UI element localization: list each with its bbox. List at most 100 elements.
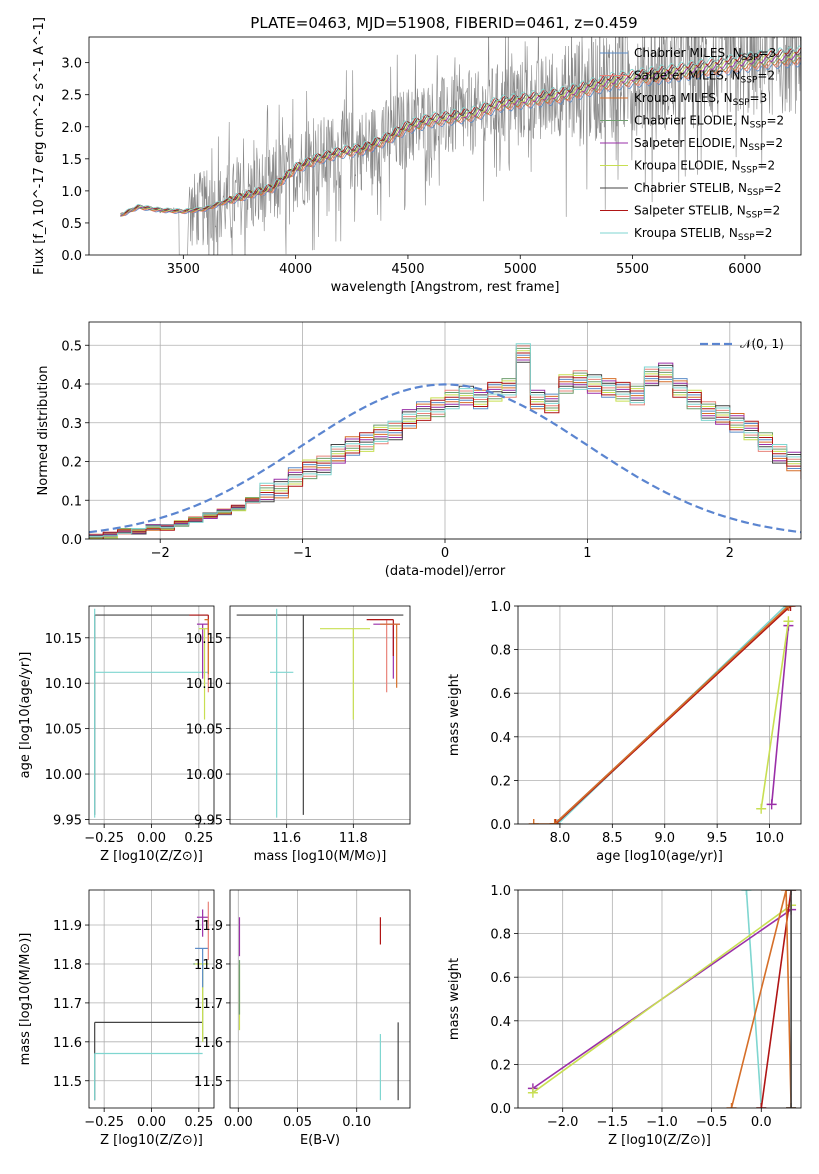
x-tick-label: 9.5 bbox=[707, 831, 728, 846]
series-marker-3 bbox=[549, 819, 560, 824]
figure-title: PLATE=0463, MJD=51908, FIBERID=0461, z=0… bbox=[250, 14, 637, 32]
y-tick-label: 0.3 bbox=[61, 417, 82, 432]
x-tick-label: 0.00 bbox=[137, 831, 166, 846]
y-tick-label: 11.5 bbox=[194, 1075, 223, 1090]
y-tick-label: 3.0 bbox=[61, 57, 82, 72]
series-line-3 bbox=[533, 606, 789, 824]
x-tick-label: 0.0 bbox=[751, 1115, 772, 1130]
x-tick-label: −1 bbox=[293, 546, 312, 561]
plot-area-weight_vs_age bbox=[528, 606, 796, 824]
legend-eq: =2 bbox=[765, 136, 783, 150]
y-axis-label: mass weight bbox=[447, 674, 462, 756]
x-tick-label: −0.25 bbox=[84, 831, 124, 846]
x-tick-label: −1.0 bbox=[646, 1115, 678, 1130]
x-tick-label: 0.05 bbox=[283, 1115, 312, 1130]
legend-label-5: Kroupa ELODIE, NSSP=2 bbox=[634, 159, 775, 176]
plot-area-weight_vs_Z bbox=[527, 890, 797, 1108]
series-marker-5 bbox=[786, 890, 797, 895]
x-tick-label: −2 bbox=[151, 546, 170, 561]
x-axis-label: Z [log10(Z/Z⊙)] bbox=[608, 1133, 711, 1148]
series-marker-2 bbox=[550, 819, 561, 824]
legend-eq: =2 bbox=[766, 114, 784, 128]
axes-frame bbox=[229, 889, 411, 1109]
histogram-step-6 bbox=[89, 361, 801, 537]
legend-label-0: Chabrier MILES, NSSP=3 bbox=[634, 46, 776, 63]
y-tick-label: 0.5 bbox=[61, 217, 82, 232]
legend-sub: SSP bbox=[733, 98, 750, 108]
spectrum-data-line bbox=[120, 37, 801, 255]
x-axis-label: Z [log10(Z/Z⊙)] bbox=[100, 849, 203, 864]
x-tick-label: 8.5 bbox=[602, 831, 623, 846]
plot-area-spectrum bbox=[120, 37, 801, 255]
y-tick-label: 11.6 bbox=[194, 1036, 223, 1051]
legend-eq: =3 bbox=[750, 91, 768, 105]
series-marker-0 bbox=[741, 890, 752, 895]
x-tick-label: 2 bbox=[726, 546, 734, 561]
panel-mass_vs_ebv: 0.00 0.05 0.10 11.5 11.6 11.7 11.8 11.9 E(B-V) bbox=[194, 889, 411, 1148]
x-tick-label: −1.5 bbox=[597, 1115, 629, 1130]
histogram-step-3 bbox=[89, 347, 801, 539]
x-tick-label: 0.25 bbox=[184, 1115, 213, 1130]
model-line-0 bbox=[120, 61, 801, 217]
y-tick-label: 11.9 bbox=[194, 919, 223, 934]
y-tick-label: 1.0 bbox=[61, 185, 82, 200]
y-axis-label: mass [log10(M/M⊙)] bbox=[18, 933, 33, 1066]
legend-eq: =3 bbox=[759, 46, 777, 60]
legend-label-6: Chabrier STELIB, NSSP=2 bbox=[634, 181, 782, 198]
x-axis-label: mass [log10(M/M⊙)] bbox=[254, 849, 387, 864]
y-tick-label: 0.2 bbox=[490, 1058, 511, 1073]
legend-sub: SSP bbox=[741, 166, 758, 176]
series-line-5 bbox=[760, 621, 790, 809]
axes-frame bbox=[229, 605, 411, 825]
y-tick-label: 11.8 bbox=[53, 958, 82, 973]
y-tick-label: 0.0 bbox=[490, 1102, 511, 1117]
model-line-7 bbox=[120, 47, 801, 214]
series-marker-4 bbox=[766, 799, 777, 810]
panel-mass_vs_Z: −0.25 0.00 0.25 11.5 11.6 11.7 11.8 11.9 Z [log1… bbox=[18, 889, 215, 1148]
legend-label-3: Chabrier ELODIE, NSSP=2 bbox=[634, 114, 784, 131]
plot-area-mass_vs_Z bbox=[94, 901, 209, 1101]
y-tick-label: 0.0 bbox=[61, 533, 82, 548]
series-line-0 bbox=[745, 890, 763, 1108]
x-axis-label: wavelength [Angstrom, rest frame] bbox=[331, 280, 560, 295]
y-tick-label: 11.8 bbox=[194, 958, 223, 973]
y-tick-label: 1.0 bbox=[490, 884, 511, 899]
series-marker-4 bbox=[781, 890, 792, 895]
axes-frame bbox=[517, 605, 802, 825]
series-marker-5 bbox=[786, 1103, 797, 1108]
series-marker-5 bbox=[783, 616, 794, 627]
y-tick-label: 10.00 bbox=[45, 768, 82, 783]
y-tick-label: 10.15 bbox=[186, 632, 223, 647]
x-tick-label: 0.00 bbox=[137, 1115, 166, 1130]
series-line-2 bbox=[532, 904, 792, 1094]
x-axis-label: Z [log10(Z/Z⊙)] bbox=[100, 1133, 203, 1148]
y-axis-label: mass weight bbox=[447, 958, 462, 1040]
x-tick-label: 5000 bbox=[504, 262, 537, 277]
y-tick-label: 10.05 bbox=[45, 723, 82, 738]
histogram-step-1 bbox=[89, 345, 801, 538]
panel-age_vs_Z: −0.25 0.00 0.25 9.95 10.00 10.05 10.10 10.15 Z [… bbox=[18, 605, 215, 864]
x-tick-label: 4000 bbox=[279, 262, 312, 277]
x-axis-label: (data-model)/error bbox=[385, 564, 506, 579]
series-marker-4 bbox=[726, 1103, 737, 1108]
panel-weight_vs_age: 8.0 8.5 9.0 9.5 10.0 0.0 0.2 0.4 0.6 0.8 1.0 age [l… bbox=[447, 600, 802, 864]
y-tick-label: 11.6 bbox=[53, 1036, 82, 1051]
histogram-step-0 bbox=[89, 354, 801, 539]
y-tick-label: 2.0 bbox=[61, 121, 82, 136]
x-tick-label: 0.10 bbox=[342, 1115, 371, 1130]
series-marker-3 bbox=[528, 819, 539, 824]
y-tick-label: 0.0 bbox=[61, 249, 82, 264]
legend-eq: =2 bbox=[757, 69, 775, 83]
y-tick-label: 10.05 bbox=[186, 723, 223, 738]
y-tick-label: 1.5 bbox=[61, 153, 82, 168]
x-tick-label: −0.5 bbox=[696, 1115, 728, 1130]
panel-age_vs_mass: 11.6 11.8 9.95 10.00 10.05 10.10 10.15 mass [lo… bbox=[186, 605, 411, 864]
legend-sub: SSP bbox=[738, 233, 755, 243]
legend-sub: SSP bbox=[742, 53, 759, 63]
legend-eq: =2 bbox=[763, 204, 781, 218]
series-line-4 bbox=[770, 625, 790, 805]
series-marker-3 bbox=[783, 606, 794, 611]
x-tick-label: 1 bbox=[583, 546, 591, 561]
legend-eq: =2 bbox=[764, 181, 782, 195]
histogram-step-8 bbox=[89, 343, 801, 537]
